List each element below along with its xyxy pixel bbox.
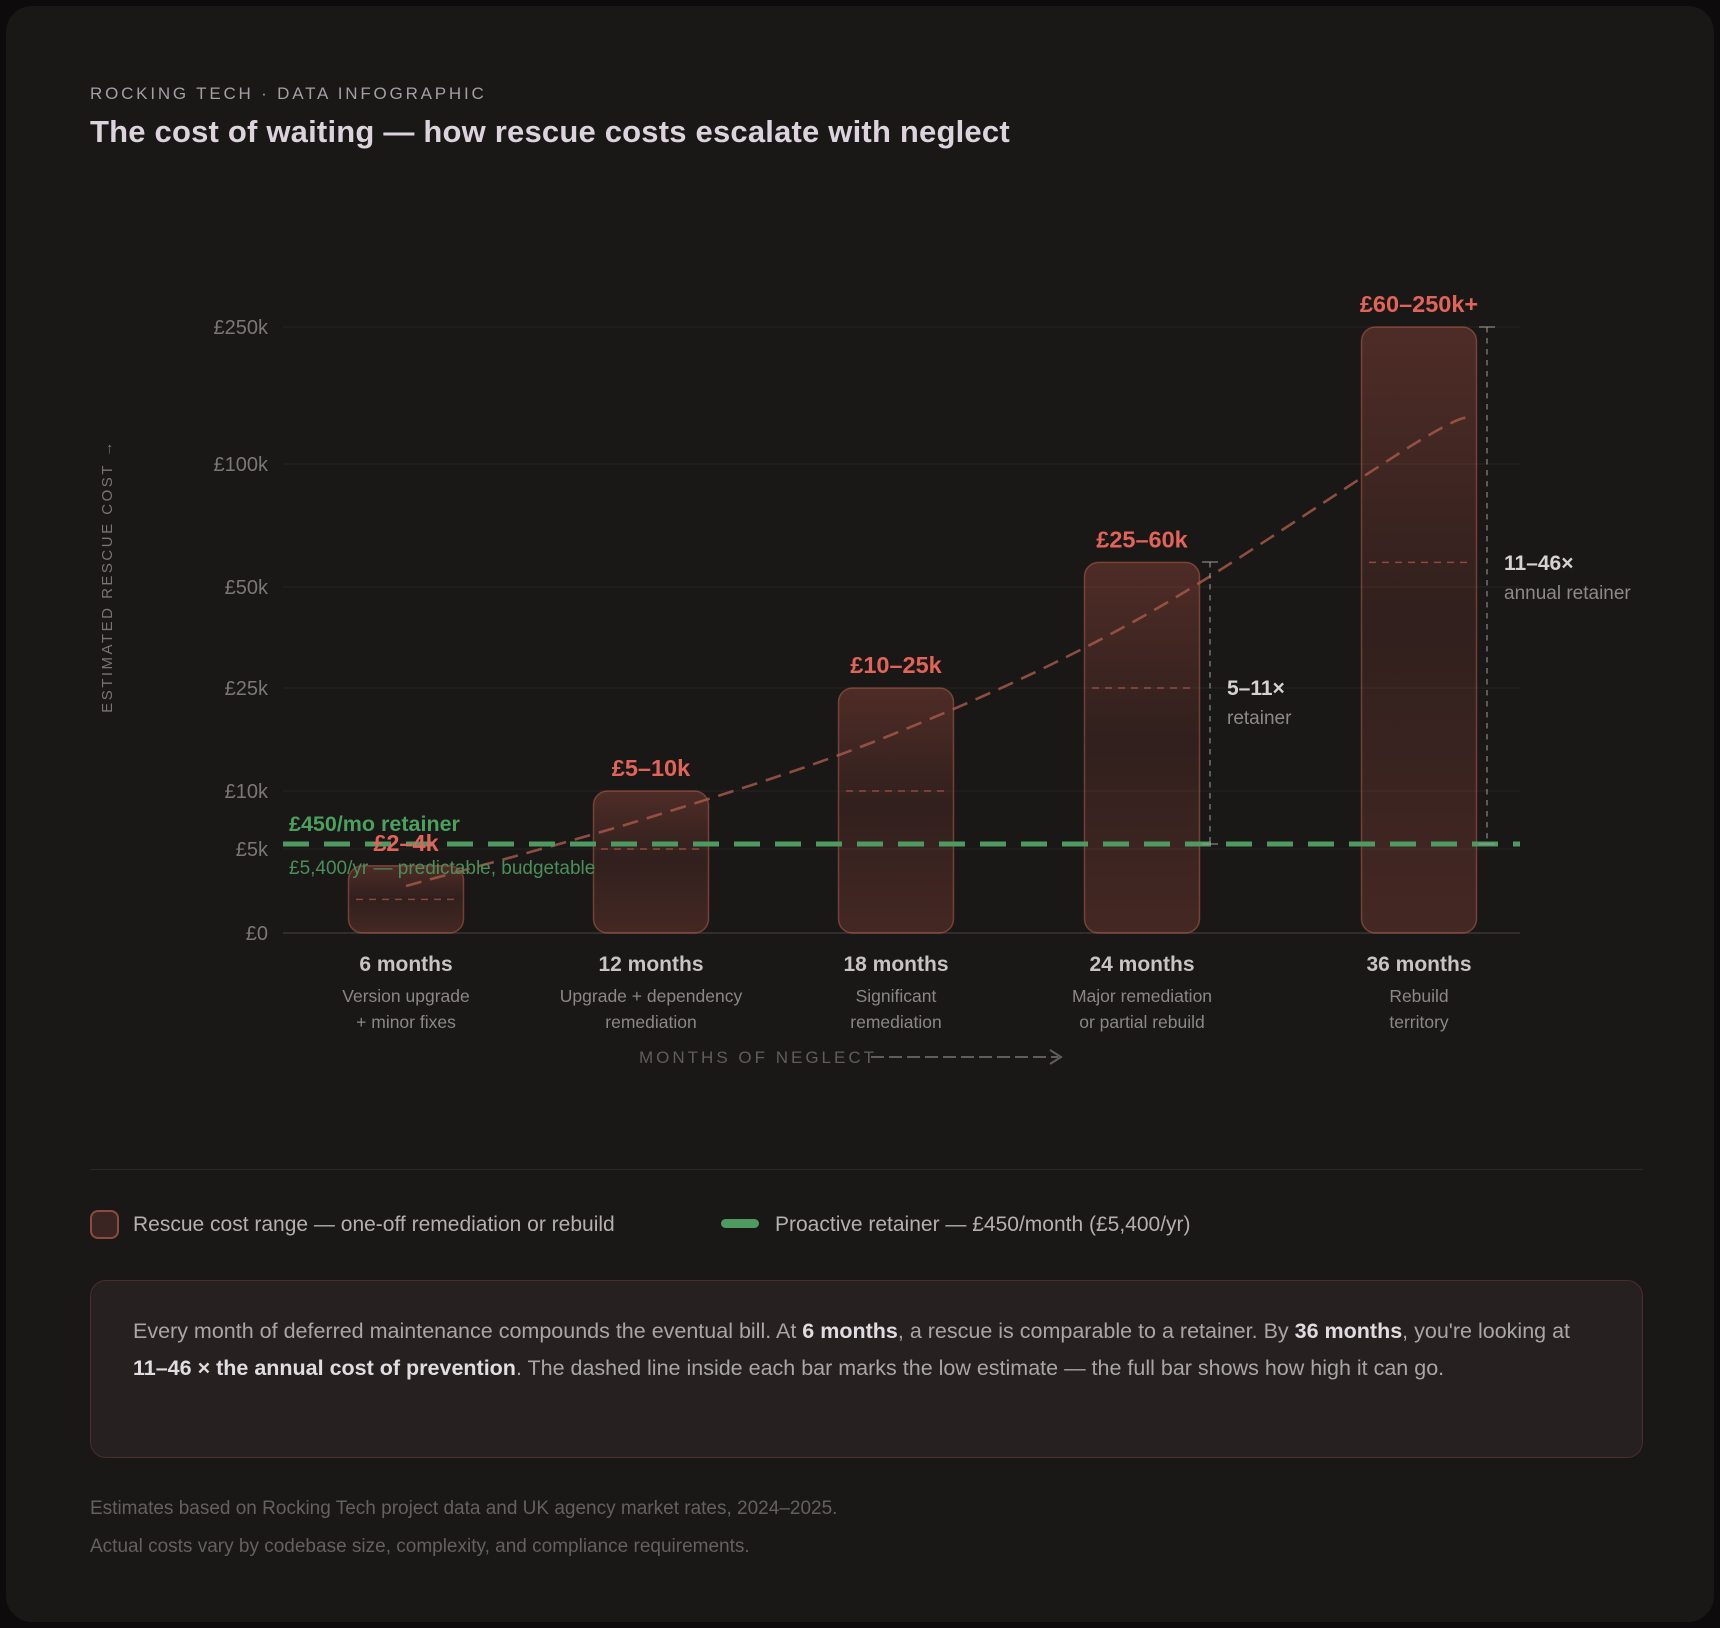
- range-label-24-months: £25–60k: [1096, 526, 1188, 552]
- y-tick-label: £0: [246, 923, 268, 945]
- x-label-24-months: 24 months: [1089, 953, 1194, 976]
- annotation-multiplier-sub: annual retainer: [1504, 583, 1631, 604]
- summary-emphasis: 6 months: [802, 1319, 898, 1343]
- range-label-12-months: £5–10k: [612, 755, 691, 781]
- y-axis-title: ESTIMATED RESCUE COST →: [99, 439, 116, 713]
- bar-24-months: [1083, 561, 1201, 934]
- annotation-2: 11–46× annual retainer: [1479, 326, 1631, 845]
- y-tick-label: £10k: [225, 781, 269, 803]
- summary-segment: Every month of deferred maintenance comp…: [133, 1319, 803, 1343]
- summary-emphasis: 11–46 × the annual cost of prevention: [133, 1356, 516, 1381]
- page-title: The cost of waiting — how rescue costs e…: [90, 114, 1010, 149]
- x-sublabel: Upgrade + dependency: [560, 986, 743, 1006]
- retainer-sublabel: £5,400/yr — predictable, budgetable: [289, 858, 595, 879]
- bar-36-months: [1360, 326, 1478, 934]
- bar-18-months: [837, 687, 955, 934]
- x-axis-title: MONTHS OF NEGLECT: [639, 1048, 877, 1067]
- escalation-trend-line: [405, 415, 1475, 888]
- footnote: Estimates based on Rocking Tech project …: [90, 1490, 837, 1566]
- summary-segment: . The dashed line inside each bar marks …: [515, 1356, 1445, 1381]
- infographic-card: ROCKING TECH · DATA INFOGRAPHIC The cost…: [6, 6, 1714, 1622]
- summary-callout: Every month of deferred maintenance comp…: [90, 1280, 1643, 1458]
- x-sublabel: Rebuild: [1389, 986, 1448, 1006]
- retainer-label: £450/mo retainer: [289, 812, 461, 836]
- footnote-line-1: Estimates based on Rocking Tech project …: [90, 1498, 838, 1519]
- summary-text: Every month of deferred maintenance comp…: [133, 1313, 1600, 1388]
- annotation-multiplier: 11–46×: [1504, 552, 1574, 575]
- summary-segment: , you're looking at: [1402, 1319, 1571, 1343]
- range-label-36-months: £60–250k+: [1360, 291, 1478, 317]
- summary-segment: , a rescue is comparable to a retainer. …: [897, 1319, 1295, 1343]
- footnote-line-2: Actual costs vary by codebase size, comp…: [90, 1536, 750, 1557]
- x-sublabel: Significant: [856, 986, 937, 1006]
- annotation-multiplier: 5–11×: [1227, 677, 1285, 700]
- x-sublabel: territory: [1389, 1012, 1449, 1032]
- x-sublabel: Version upgrade: [342, 986, 469, 1006]
- annotation-multiplier-sub: retainer: [1227, 708, 1292, 729]
- x-label-36-months: 36 months: [1366, 953, 1471, 976]
- legend-rescue-label: Rescue cost range — one-off remediation …: [133, 1213, 615, 1236]
- x-sublabel: + minor fixes: [356, 1012, 456, 1032]
- x-label-18-months: 18 months: [843, 953, 948, 976]
- x-sublabel: remediation: [605, 1012, 696, 1032]
- x-label-12-months: 12 months: [598, 953, 703, 976]
- annotation-1: 5–11× retainer: [1202, 561, 1292, 845]
- y-tick-label: £25k: [225, 678, 269, 700]
- retainer-line-swatch-icon: [721, 1219, 759, 1228]
- bar-6-months: [347, 865, 465, 934]
- legend-divider: [90, 1169, 1643, 1170]
- x-sublabel: or partial rebuild: [1079, 1012, 1204, 1032]
- x-sublabel: remediation: [850, 1012, 941, 1032]
- range-label-6-months: £2–4k: [373, 830, 439, 856]
- rescue-cost-swatch-icon: [90, 1210, 119, 1239]
- x-label-6-months: 6 months: [359, 953, 452, 976]
- y-tick-label: £250k: [214, 317, 269, 339]
- range-label-18-months: £10–25k: [850, 652, 942, 678]
- y-tick-label: £5k: [236, 839, 269, 861]
- summary-emphasis: 36 months: [1294, 1319, 1403, 1343]
- chart-legend: Rescue cost range — one-off remediation …: [90, 1206, 1643, 1246]
- legend-retainer-label: Proactive retainer — £450/month (£5,400/…: [775, 1213, 1191, 1236]
- cost-escalation-chart: £0 £5k £10k £25k £50k £100k £250k ESTIMATED RES…: [99, 291, 1631, 1067]
- x-sublabel: Major remediation: [1072, 986, 1212, 1006]
- x-axis-arrowhead-icon: [1049, 1049, 1063, 1065]
- brand-eyebrow: ROCKING TECH · DATA INFOGRAPHIC: [90, 84, 487, 103]
- bar-12-months: [592, 790, 710, 934]
- y-tick-label: £100k: [214, 454, 269, 476]
- y-tick-label: £50k: [225, 577, 269, 599]
